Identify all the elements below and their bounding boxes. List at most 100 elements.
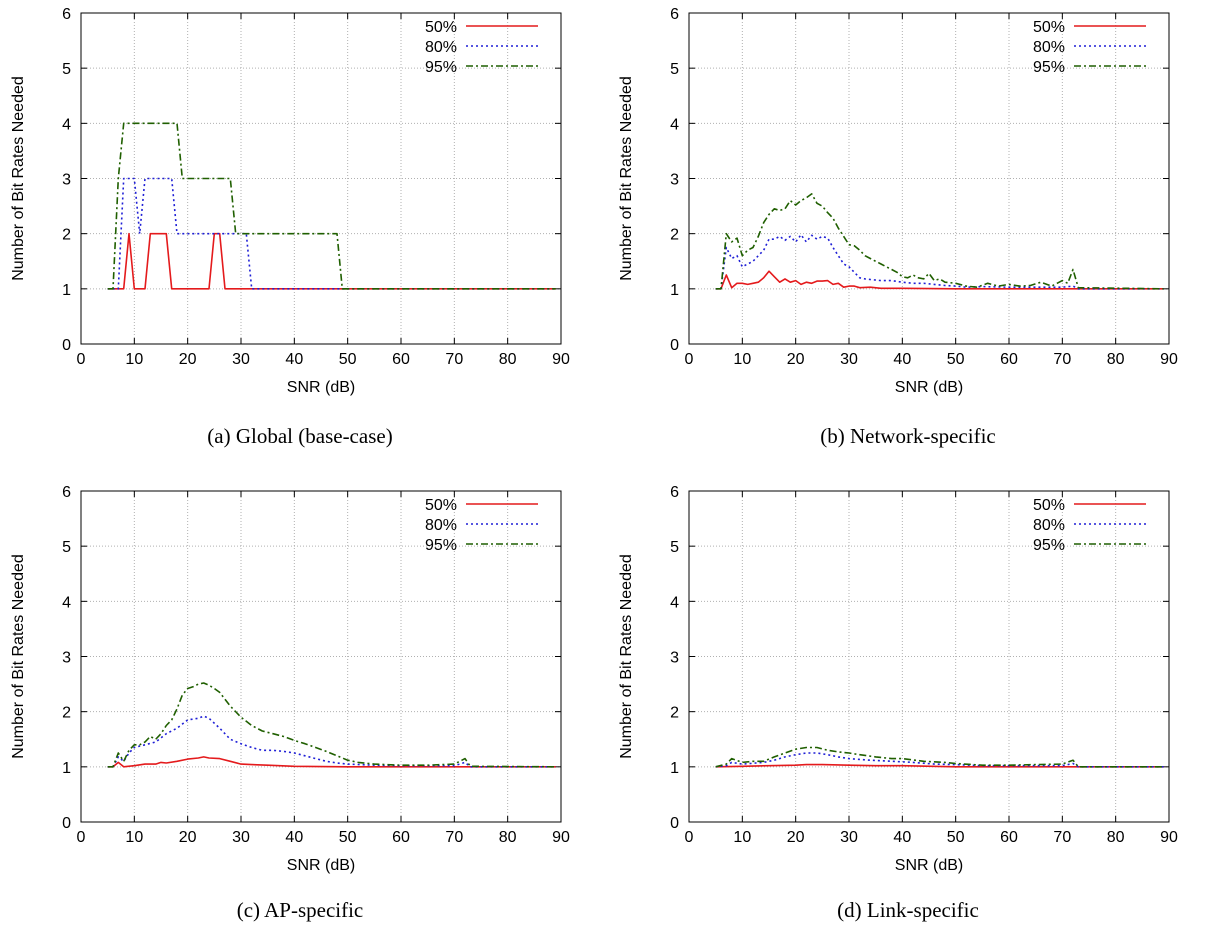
x-tick-label: 60: [1000, 829, 1018, 846]
x-tick-label: 0: [685, 351, 694, 368]
series-line-80pct: [107, 715, 556, 768]
x-tick-label: 40: [285, 351, 303, 368]
x-tick-label: 20: [179, 829, 197, 846]
x-tick-label: 0: [77, 351, 86, 368]
legend-label: 95%: [425, 59, 457, 76]
y-axis-label: Number of Bit Rates Needed: [618, 554, 635, 759]
x-tick-label: 60: [392, 351, 410, 368]
x-tick-label: 80: [499, 829, 517, 846]
x-tick-label: 40: [285, 829, 303, 846]
y-tick-label: 1: [62, 282, 71, 299]
y-tick-label: 5: [62, 539, 71, 556]
x-tick-label: 30: [840, 351, 858, 368]
x-tick-label: 20: [787, 351, 805, 368]
y-tick-label: 5: [670, 539, 679, 556]
y-tick-label: 1: [62, 760, 71, 777]
chart-b: 0 10 20 30 40 50 60 70 80 90 0 1 2 3 4 5 6 SNR (dB) Number…: [618, 6, 1178, 396]
series-line-95pct: [107, 682, 556, 768]
x-tick-label: 50: [947, 829, 965, 846]
series-line-95pct: [715, 193, 1164, 290]
x-tick-label: 60: [1000, 351, 1018, 368]
y-tick-label: 2: [670, 227, 679, 244]
x-tick-label: 70: [1053, 351, 1071, 368]
x-tick-label: 40: [893, 351, 911, 368]
series-line-95pct: [715, 746, 1164, 768]
y-axis-label: Number of Bit Rates Needed: [10, 76, 27, 281]
y-tick-label: 3: [62, 650, 71, 667]
x-axis-label: SNR (dB): [895, 857, 963, 874]
y-tick-label: 4: [62, 594, 71, 611]
x-tick-label: 20: [179, 351, 197, 368]
legend-label: 50%: [425, 497, 457, 514]
x-tick-label: 80: [1107, 829, 1125, 846]
x-tick-label: 30: [840, 829, 858, 846]
legend-label: 50%: [1033, 19, 1065, 36]
x-tick-label: 30: [232, 829, 250, 846]
chart-a: 0 10 20 30 40 50 60 70 80 90 0 1 2 3 4 5 6 SNR (dB) Number…: [10, 6, 570, 396]
x-tick-label: 90: [1160, 351, 1178, 368]
caption-b: (b) Network-specific: [820, 424, 996, 448]
y-tick-label: 6: [62, 6, 71, 23]
x-tick-label: 90: [552, 829, 570, 846]
y-axis-label: Number of Bit Rates Needed: [618, 76, 635, 281]
y-tick-label: 6: [62, 484, 71, 501]
legend-label: 50%: [425, 19, 457, 36]
x-tick-label: 90: [1160, 829, 1178, 846]
x-tick-label: 50: [947, 351, 965, 368]
x-tick-label: 70: [1053, 829, 1071, 846]
y-tick-label: 2: [670, 705, 679, 722]
x-tick-label: 10: [733, 829, 751, 846]
y-tick-label: 0: [62, 337, 71, 354]
x-tick-label: 60: [392, 829, 410, 846]
series-line-50pct: [715, 763, 1164, 768]
x-tick-label: 50: [339, 829, 357, 846]
legend-label: 80%: [1033, 39, 1065, 56]
x-tick-label: 30: [232, 351, 250, 368]
x-tick-label: 90: [552, 351, 570, 368]
y-tick-label: 6: [670, 484, 679, 501]
x-axis-label: SNR (dB): [287, 857, 355, 874]
x-axis-label: SNR (dB): [895, 379, 963, 396]
x-tick-label: 80: [1107, 351, 1125, 368]
legend-label: 80%: [425, 39, 457, 56]
x-tick-label: 0: [685, 829, 694, 846]
y-tick-label: 3: [670, 172, 679, 189]
x-tick-label: 10: [733, 351, 751, 368]
y-tick-label: 6: [670, 6, 679, 23]
x-tick-label: 10: [125, 829, 143, 846]
legend-label: 95%: [425, 537, 457, 554]
legend-label: 80%: [425, 517, 457, 534]
x-tick-label: 70: [445, 829, 463, 846]
series-line-95pct: [107, 122, 556, 290]
x-tick-label: 50: [339, 351, 357, 368]
caption-a: (a) Global (base-case): [207, 424, 393, 448]
series-line-80pct: [715, 752, 1164, 768]
x-tick-label: 0: [77, 829, 86, 846]
y-tick-label: 1: [670, 282, 679, 299]
chart-c: 0 10 20 30 40 50 60 70 80 90 0 1 2 3 4 5 6 SNR (dB) Number…: [10, 484, 570, 874]
y-tick-label: 2: [62, 705, 71, 722]
x-tick-label: 80: [499, 351, 517, 368]
y-tick-label: 0: [670, 815, 679, 832]
y-tick-label: 3: [670, 650, 679, 667]
panel-a: 0 10 20 30 40 50 60 70 80 90 0 1 2 3 4 5 6 SNR (dB) Number…: [0, 0, 600, 466]
legend-label: 50%: [1033, 497, 1065, 514]
x-tick-label: 10: [125, 351, 143, 368]
x-tick-label: 40: [893, 829, 911, 846]
x-tick-label: 20: [787, 829, 805, 846]
caption-d: (d) Link-specific: [837, 898, 979, 922]
y-tick-label: 5: [670, 61, 679, 78]
y-tick-label: 0: [670, 337, 679, 354]
y-tick-label: 5: [62, 61, 71, 78]
chart-d: 0 10 20 30 40 50 60 70 80 90 0 1 2 3 4 5 6 SNR (dB) Number…: [618, 484, 1178, 874]
panel-c: 0 10 20 30 40 50 60 70 80 90 0 1 2 3 4 5 6 SNR (dB) Number…: [0, 478, 600, 944]
y-tick-label: 0: [62, 815, 71, 832]
legend-label: 80%: [1033, 517, 1065, 534]
y-tick-label: 4: [670, 594, 679, 611]
series-line-50pct: [107, 756, 556, 768]
legend-label: 95%: [1033, 59, 1065, 76]
legend-label: 95%: [1033, 537, 1065, 554]
panel-b: 0 10 20 30 40 50 60 70 80 90 0 1 2 3 4 5 6 SNR (dB) Number…: [608, 0, 1208, 466]
series-line-50pct: [107, 232, 556, 290]
x-tick-label: 70: [445, 351, 463, 368]
